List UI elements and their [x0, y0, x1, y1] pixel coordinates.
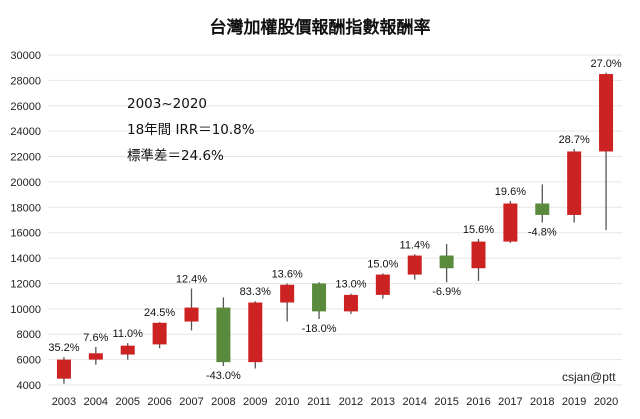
candle-body	[471, 241, 486, 269]
x-tick-label: 2011	[307, 396, 331, 408]
x-axis-ticks: 2003 2004 2005 2006 2007 2008 2009 2010 2011 2012…	[52, 396, 619, 408]
candles	[56, 72, 614, 384]
candle-body	[216, 307, 231, 363]
candle-body	[439, 255, 454, 269]
data-label: -4.8%	[528, 227, 557, 239]
candle-body	[375, 274, 390, 295]
x-tick-label: 2005	[115, 396, 139, 408]
data-label: 11.4%	[400, 239, 431, 251]
y-tick-label: 6000	[17, 355, 41, 367]
y-tick-label: 14000	[10, 253, 41, 265]
data-labels: 35.2% 7.6% 11.0%24.5% 12.4% -43.0% 83.3%13.6%…	[48, 58, 622, 382]
annotation-stddev: 標準差＝24.6%	[127, 148, 224, 164]
data-label: -43.0%	[206, 370, 241, 382]
x-tick-label: 2003	[52, 396, 76, 408]
data-label: 13.6%	[272, 268, 303, 280]
y-tick-label: 16000	[10, 228, 41, 240]
candle-body	[535, 203, 550, 215]
data-label: 35.2%	[48, 342, 79, 354]
y-tick-label: 8000	[17, 329, 41, 341]
x-tick-label: 2016	[466, 396, 490, 408]
y-tick-label: 18000	[10, 202, 41, 214]
data-label: 27.0%	[590, 58, 621, 70]
candle-body	[343, 294, 358, 312]
candle-body	[280, 284, 295, 303]
x-tick-label: 2006	[147, 396, 171, 408]
candle-body	[120, 345, 135, 355]
y-axis-ticks: 4000 6000 8000 10000 12000 14000 16000 18000 200…	[10, 50, 41, 392]
y-tick-label: 12000	[10, 278, 41, 290]
x-tick-label: 2012	[339, 396, 363, 408]
grid-lines	[48, 54, 622, 386]
candle-body	[407, 255, 422, 275]
y-tick-label: 22000	[10, 152, 41, 164]
x-tick-label: 2020	[594, 396, 618, 408]
candle-body	[567, 151, 582, 215]
candle-body	[248, 302, 263, 363]
candle-body	[56, 359, 71, 379]
x-tick-label: 2004	[84, 396, 108, 408]
x-tick-label: 2008	[211, 396, 235, 408]
x-tick-label: 2015	[434, 396, 458, 408]
y-tick-label: 28000	[10, 75, 41, 87]
candle-body	[503, 203, 518, 242]
x-tick-label: 2013	[371, 396, 395, 408]
credit-text: csjan@ptt	[562, 370, 616, 384]
y-tick-label: 26000	[10, 101, 41, 113]
y-tick-label: 24000	[10, 126, 41, 138]
data-label: 15.0%	[367, 258, 398, 270]
x-tick-label: 2019	[562, 396, 586, 408]
annotation-irr: 18年間 IRR＝10.8%	[127, 122, 255, 138]
data-label: 7.6%	[83, 332, 108, 344]
candle-body	[312, 283, 327, 312]
candle-body	[88, 353, 103, 360]
data-label: 19.6%	[495, 186, 526, 198]
x-tick-label: 2018	[530, 396, 554, 408]
y-tick-label: 10000	[10, 304, 41, 316]
annotation-period: 2003~2020	[127, 96, 207, 112]
candle-body	[152, 322, 167, 345]
y-tick-label: 30000	[10, 50, 41, 62]
x-tick-label: 2010	[275, 396, 299, 408]
data-label: 11.0%	[113, 328, 144, 340]
data-label: 13.0%	[335, 279, 366, 291]
candle-body	[184, 307, 199, 322]
data-label: -18.0%	[302, 323, 337, 335]
data-label: 24.5%	[144, 307, 175, 319]
candle-body	[599, 74, 614, 152]
x-tick-label: 2009	[243, 396, 267, 408]
data-label: -6.9%	[432, 286, 461, 298]
data-label: 28.7%	[559, 134, 590, 146]
y-tick-label: 20000	[10, 177, 41, 189]
chart-title: 台灣加權股價報酬指數報酬率	[210, 17, 431, 38]
x-tick-label: 2007	[179, 396, 203, 408]
x-tick-label: 2017	[498, 396, 522, 408]
data-label: 15.6%	[463, 224, 494, 236]
data-label: 83.3%	[240, 286, 271, 298]
y-tick-label: 4000	[17, 380, 41, 392]
x-tick-label: 2014	[402, 396, 426, 408]
data-label: 12.4%	[176, 274, 207, 286]
